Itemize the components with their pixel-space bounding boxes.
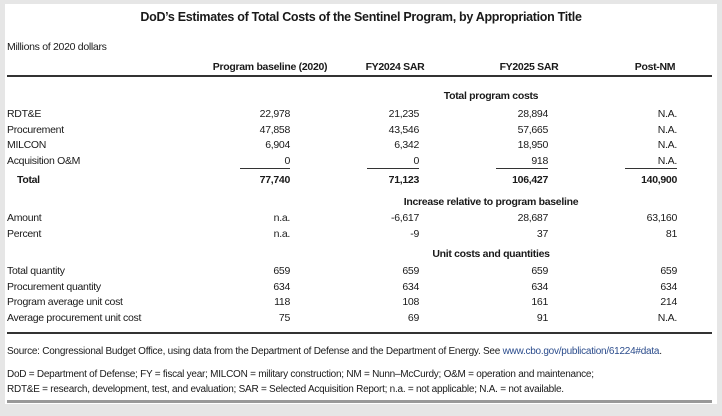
section-heading: Total program costs bbox=[443, 90, 539, 102]
cell-value: n.a. bbox=[273, 228, 291, 240]
table-row: Program average unit cost 118 108 161 214 bbox=[5, 295, 717, 310]
table-bottom-rule bbox=[7, 332, 712, 334]
table-row: Amount n.a. -6,617 28,687 63,160 bbox=[5, 211, 717, 226]
row-label: Acquisition O&M bbox=[7, 154, 81, 167]
row-label: Procurement bbox=[7, 123, 64, 136]
column-headers: Program baseline (2020) FY2024 SAR FY202… bbox=[5, 60, 717, 75]
cell-value: 22,978 bbox=[259, 108, 291, 120]
total-value: 71,123 bbox=[388, 174, 420, 186]
cell-value: n.a. bbox=[273, 212, 291, 224]
cell-value: 0 bbox=[284, 154, 290, 167]
row-label: RDT&E bbox=[7, 108, 42, 120]
total-value: 140,900 bbox=[641, 174, 677, 186]
row-label: Program average unit cost bbox=[7, 296, 123, 308]
total-row: Total 77,740 71,123 106,427 140,900 bbox=[5, 173, 717, 188]
table-row: MILCON 6,904 6,342 18,950 N.A. bbox=[5, 138, 717, 153]
table-title: DoD’s Estimates of Total Costs of the Se… bbox=[140, 10, 582, 24]
cell-value: 18,950 bbox=[517, 139, 549, 151]
cell-value: 659 bbox=[531, 265, 548, 277]
abbreviations-line-2: RDT&E = research, development, test, and… bbox=[7, 384, 564, 395]
cell-value: N.A. bbox=[657, 312, 678, 324]
row-label: MILCON bbox=[7, 139, 47, 151]
section-heading: Unit costs and quantities bbox=[432, 248, 550, 260]
cell-value: 634 bbox=[660, 281, 677, 293]
subtotal-rule bbox=[240, 168, 290, 169]
row-label: Total bbox=[17, 174, 40, 186]
subtotal-rule bbox=[367, 168, 419, 169]
cell-value: 659 bbox=[273, 265, 290, 277]
table-row: Percent n.a. -9 37 81 bbox=[5, 227, 717, 242]
cell-value: 43,546 bbox=[388, 123, 420, 136]
source-note: Source: Congressional Budget Office, usi… bbox=[7, 346, 662, 357]
cell-value: 75 bbox=[278, 312, 290, 324]
cell-value: 47,858 bbox=[259, 123, 291, 136]
cell-value: 28,687 bbox=[517, 212, 549, 224]
cell-value: 6,342 bbox=[394, 139, 419, 151]
subtotal-rule bbox=[496, 168, 548, 169]
footer-rule bbox=[7, 400, 712, 403]
column-header-post-nm: Post-NM bbox=[634, 61, 676, 73]
cell-value: 918 bbox=[531, 154, 548, 167]
subtotal-rule bbox=[625, 168, 677, 169]
cell-value: 161 bbox=[531, 296, 548, 308]
row-label: Average procurement unit cost bbox=[7, 312, 142, 324]
row-label: Total quantity bbox=[7, 265, 65, 277]
cell-value: 659 bbox=[660, 265, 677, 277]
header-rule bbox=[7, 75, 712, 77]
column-header-fy2024: FY2024 SAR bbox=[365, 61, 425, 73]
cell-value: N.A. bbox=[657, 108, 678, 120]
units-label: Millions of 2020 dollars bbox=[7, 41, 107, 53]
cell-value: 214 bbox=[660, 296, 677, 308]
cell-value: 57,665 bbox=[517, 123, 549, 136]
table-row: Acquisition O&M 0 0 918 N.A. bbox=[5, 154, 717, 169]
cell-value: N.A. bbox=[657, 154, 678, 167]
cell-value: 21,235 bbox=[388, 108, 420, 120]
total-value: 106,427 bbox=[512, 174, 548, 186]
cell-value: N.A. bbox=[657, 139, 678, 151]
table-row: Procurement 47,858 43,546 57,665 N.A. bbox=[5, 123, 717, 138]
cell-value: -9 bbox=[410, 228, 419, 240]
cell-value: 63,160 bbox=[646, 212, 678, 224]
cell-value: 634 bbox=[273, 281, 290, 293]
cell-value: 81 bbox=[665, 228, 677, 240]
table-row: Procurement quantity 634 634 634 634 bbox=[5, 280, 717, 295]
cell-value: 634 bbox=[531, 281, 548, 293]
total-value: 77,740 bbox=[259, 174, 291, 186]
row-label: Procurement quantity bbox=[7, 281, 101, 293]
column-header-baseline: Program baseline (2020) bbox=[212, 61, 328, 73]
row-label: Percent bbox=[7, 228, 42, 240]
cell-value: 659 bbox=[402, 265, 419, 277]
cell-value: N.A. bbox=[657, 123, 678, 136]
cell-value: 108 bbox=[402, 296, 419, 308]
cell-value: 37 bbox=[536, 228, 548, 240]
abbreviations-line-1: DoD = Department of Defense; FY = fiscal… bbox=[7, 369, 594, 380]
source-link[interactable]: www.cbo.gov/publication/61224#data bbox=[502, 346, 660, 357]
table-row: Average procurement unit cost 75 69 91 N.A. bbox=[5, 311, 717, 326]
cell-value: -6,617 bbox=[391, 212, 419, 224]
section-heading: Increase relative to program baseline bbox=[403, 196, 579, 208]
cell-value: 69 bbox=[407, 312, 419, 324]
row-label: Amount bbox=[7, 212, 42, 224]
table-row: RDT&E 22,978 21,235 28,894 N.A. bbox=[5, 107, 717, 122]
cell-value: 28,894 bbox=[517, 108, 549, 120]
cell-value: 91 bbox=[536, 312, 548, 324]
cell-value: 634 bbox=[402, 281, 419, 293]
column-header-fy2025: FY2025 SAR bbox=[499, 61, 559, 73]
table-row: Total quantity 659 659 659 659 bbox=[5, 264, 717, 279]
cell-value: 0 bbox=[413, 154, 419, 167]
table-panel: DoD’s Estimates of Total Costs of the Se… bbox=[5, 4, 717, 404]
cell-value: 6,904 bbox=[265, 139, 290, 151]
cell-value: 118 bbox=[274, 296, 290, 308]
